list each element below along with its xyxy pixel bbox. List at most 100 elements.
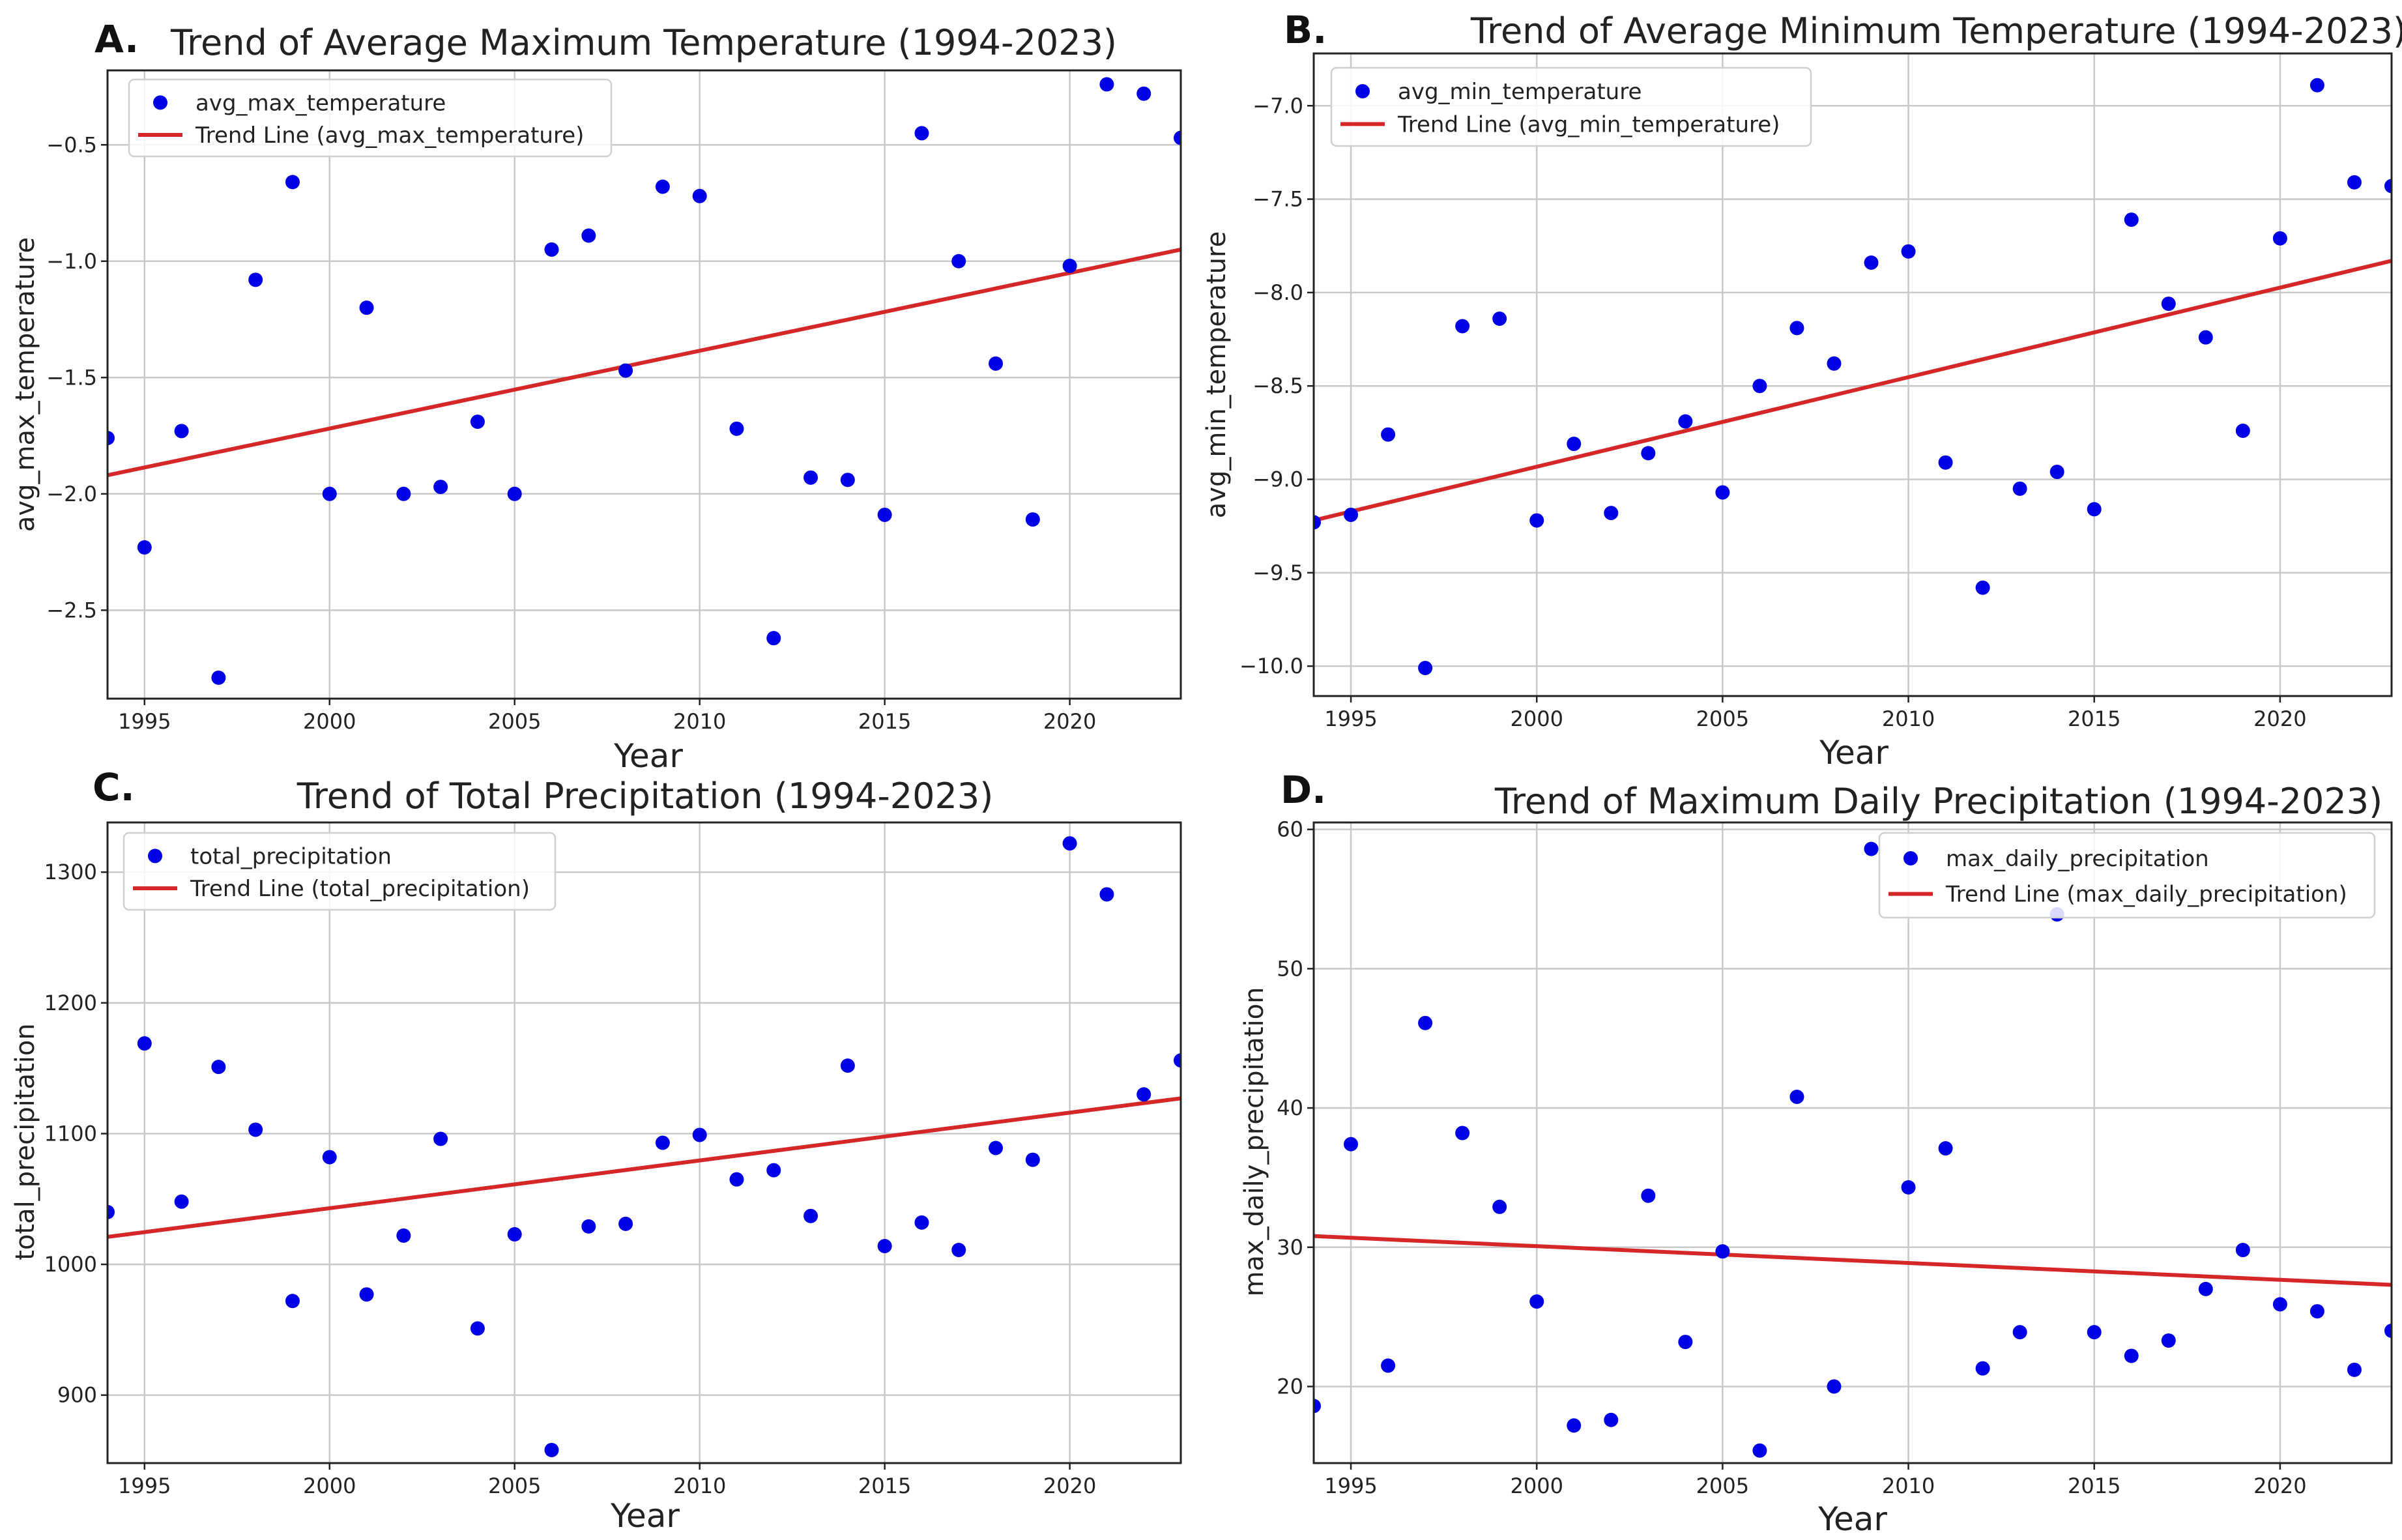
legend-trend-label: Trend Line (avg_max_temperature) [195, 123, 584, 149]
data-point [1174, 130, 1181, 145]
data-point [1789, 1089, 1804, 1104]
data-point [1529, 513, 1544, 528]
data-point [1938, 1141, 1953, 1156]
data-point [1864, 841, 1879, 856]
data-point [433, 480, 448, 495]
data-point [2124, 212, 2139, 227]
data-point [359, 300, 374, 315]
y-tick-label: 50 [1277, 956, 1303, 981]
x-tick-label: 2005 [488, 1474, 541, 1498]
data-point [433, 1131, 448, 1146]
data-point [1752, 1443, 1767, 1458]
y-axis-label: max_daily_precipitation [1239, 987, 1269, 1297]
trend-line [108, 247, 1181, 478]
data-point [108, 431, 115, 446]
data-point [137, 1036, 152, 1051]
data-point [2198, 330, 2213, 345]
legend-box [128, 78, 613, 158]
plot-frame [1312, 52, 2393, 697]
data-point [1678, 414, 1693, 429]
data-point [1314, 1399, 1321, 1414]
y-tick-label: 40 [1277, 1096, 1303, 1120]
panel-c: C. Trend of Total Precipitation (1994-202… [10, 765, 1182, 1535]
data-point [1975, 580, 1990, 595]
data-point [174, 1194, 189, 1209]
chart-title: Trend of Total Precipitation (1994-2023) [297, 776, 994, 817]
data-point [2198, 1281, 2213, 1296]
y-tick-label: −9.5 [1252, 560, 1303, 585]
data-point [285, 175, 300, 190]
data-point [618, 1216, 633, 1231]
x-tick-label: 2000 [303, 709, 356, 734]
data-point [989, 1140, 1004, 1155]
data-point [470, 414, 485, 429]
data-point [1641, 446, 1656, 461]
x-tick-label: 2015 [2068, 706, 2120, 731]
data-point [1099, 77, 1114, 92]
data-point [1604, 506, 1619, 521]
legend-points-label: avg_min_temperature [1398, 79, 1642, 105]
data-point [1901, 244, 1916, 259]
data-point [692, 1127, 707, 1142]
data-point [1567, 1418, 1582, 1433]
x-axis-label: Year [610, 1497, 680, 1535]
data-point [1314, 515, 1321, 530]
data-point [1938, 455, 1953, 470]
y-tick-label: −8.5 [1252, 373, 1303, 398]
data-point [507, 486, 522, 501]
data-point [1418, 1015, 1433, 1030]
data-point [2235, 423, 2250, 438]
data-point [1789, 321, 1804, 336]
trend-line [1314, 1234, 2392, 1287]
data-point [877, 1238, 892, 1253]
data-point [1381, 427, 1396, 442]
x-tick-label: 2010 [673, 709, 726, 734]
data-point [877, 507, 892, 522]
plot-frame [1312, 821, 2393, 1464]
x-tick-label: 2000 [1510, 1474, 1563, 1498]
data-point [1062, 258, 1077, 273]
y-tick-label: 60 [1277, 817, 1303, 842]
data-point [951, 254, 966, 269]
x-tick-label: 2000 [303, 1474, 356, 1498]
data-point [2309, 78, 2324, 93]
y-tick-label: 1300 [44, 860, 97, 884]
legend: total_precipitation Trend Line (total_pre… [123, 832, 557, 911]
data-point [2087, 502, 2102, 517]
panel-letter: C. [93, 765, 135, 809]
x-tick-label: 1995 [118, 1474, 171, 1498]
y-tick-label: −9.0 [1252, 467, 1303, 492]
data-point [1827, 1379, 1842, 1394]
legend-trend-label: Trend Line (avg_min_temperature) [1397, 111, 1780, 138]
y-tick-label: 30 [1277, 1235, 1303, 1260]
legend-point-marker [1903, 851, 1918, 865]
data-point [285, 1294, 300, 1309]
data-point [1864, 255, 1879, 270]
data-point [655, 179, 670, 194]
data-point [1344, 507, 1359, 522]
data-point [1136, 86, 1151, 101]
data-point [655, 1135, 670, 1150]
panel-a: A. Trend of Average Maximum Temperature (… [10, 17, 1182, 775]
data-point [2272, 1297, 2287, 1312]
x-tick-label: 1995 [1324, 706, 1377, 731]
data-point [1752, 379, 1767, 394]
data-point [2049, 465, 2064, 480]
data-point [2384, 179, 2392, 194]
data-point [581, 228, 596, 243]
data-point [1381, 1358, 1396, 1373]
data-point [2347, 175, 2362, 190]
x-axis-label: Year [1817, 1500, 1887, 1538]
x-tick-label: 2015 [858, 709, 911, 734]
data-point [1529, 1294, 1544, 1309]
data-point [1025, 512, 1040, 527]
data-point [1418, 661, 1433, 676]
x-tick-label: 2010 [673, 1474, 726, 1498]
data-point [951, 1243, 966, 1258]
x-tick-label: 2020 [2253, 1474, 2306, 1498]
chart-title: Trend of Average Minimum Temperature (19… [1470, 10, 2402, 51]
x-tick-label: 2015 [858, 1474, 911, 1498]
data-point [1344, 1137, 1359, 1152]
data-point [1567, 437, 1582, 452]
